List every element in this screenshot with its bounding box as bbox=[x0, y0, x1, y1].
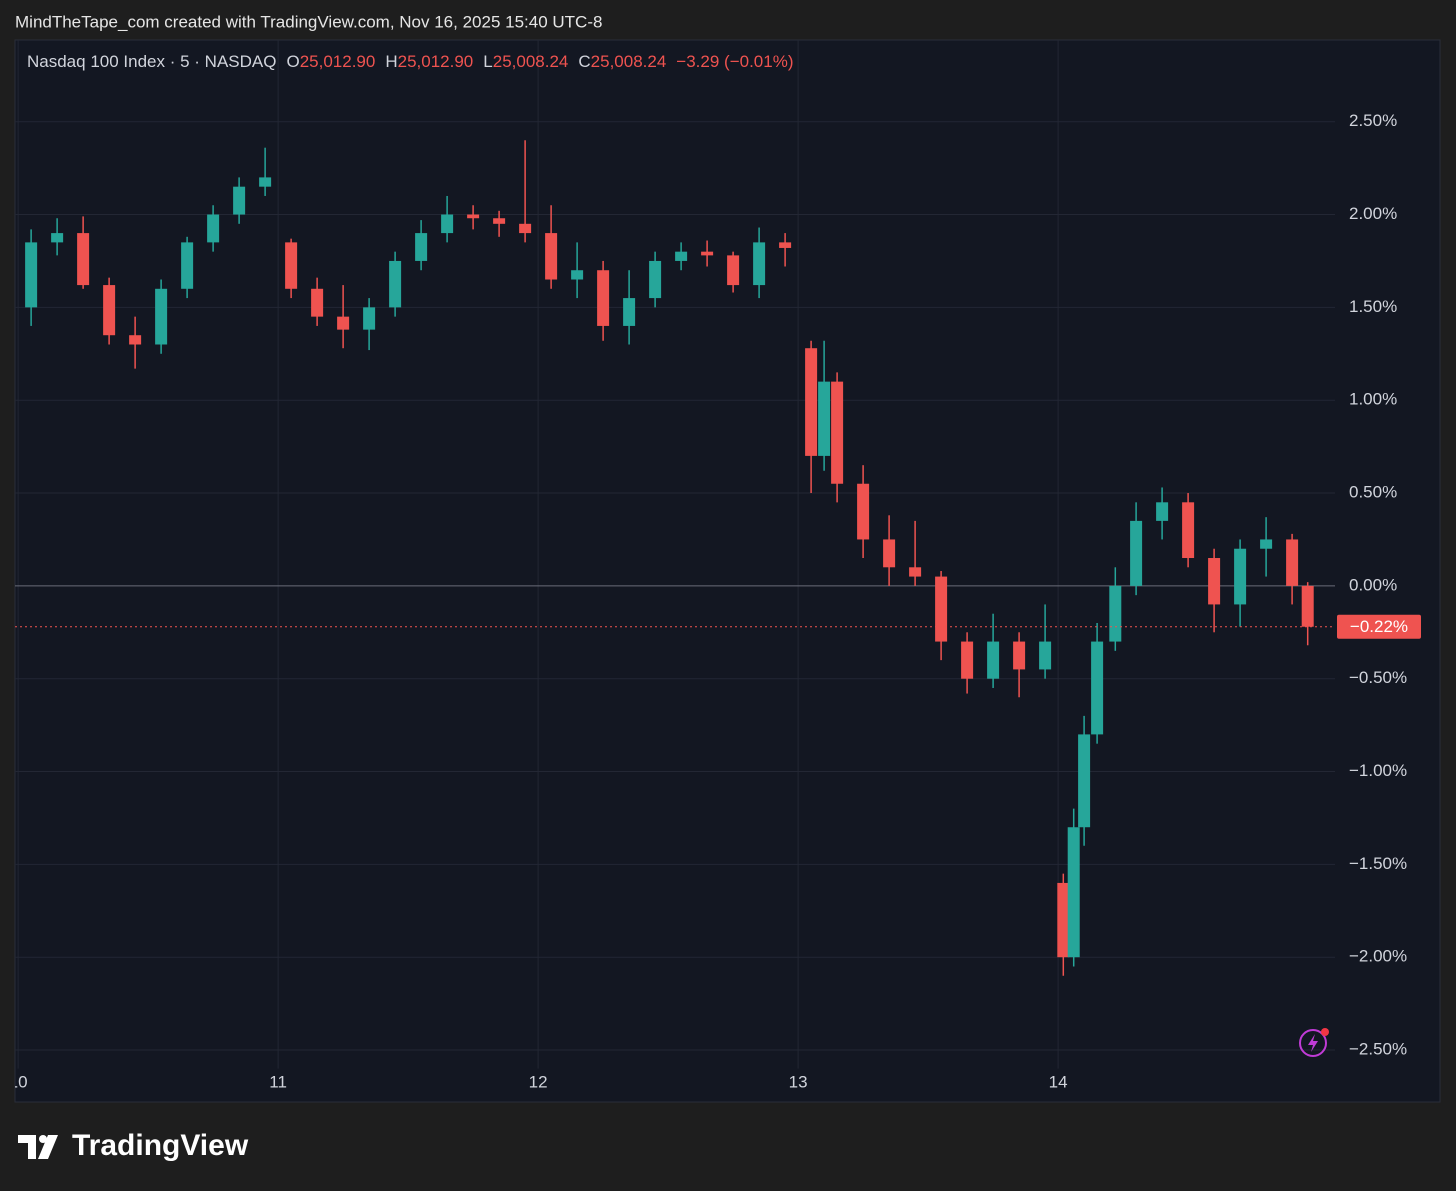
candle-body bbox=[493, 218, 506, 224]
x-tick-label: 10 bbox=[9, 1072, 28, 1091]
last-price-tag bbox=[1337, 614, 1421, 639]
candle-body bbox=[363, 307, 376, 330]
candle-body bbox=[935, 576, 948, 642]
y-tick-label: 1.00% bbox=[1349, 390, 1397, 409]
candle-body bbox=[207, 214, 220, 243]
legend-item: −3.29 (−0.01%) bbox=[676, 52, 793, 71]
candle-body bbox=[1260, 539, 1273, 549]
candle-body bbox=[1109, 585, 1122, 642]
candle-body bbox=[1182, 502, 1195, 559]
y-tick-label: −1.50% bbox=[1349, 854, 1407, 873]
footer-logo bbox=[18, 1135, 58, 1159]
candle-body bbox=[259, 177, 272, 187]
candle-body bbox=[727, 255, 740, 286]
legend-item: C bbox=[578, 52, 590, 71]
candle-body bbox=[1057, 882, 1070, 958]
candle-body bbox=[51, 233, 64, 243]
candle-body bbox=[818, 381, 831, 456]
candle-body bbox=[337, 316, 350, 330]
legend-item: H bbox=[385, 52, 397, 71]
candle-body bbox=[1301, 585, 1314, 627]
y-tick-label: 2.00% bbox=[1349, 204, 1397, 223]
header-text: MindTheTape_com created with TradingView… bbox=[15, 12, 602, 31]
lightning-icon bbox=[1299, 1028, 1329, 1057]
candle-body bbox=[103, 285, 116, 336]
candle-body bbox=[1130, 520, 1143, 586]
y-tick-label: 0.00% bbox=[1349, 575, 1397, 594]
candle-body bbox=[831, 381, 844, 484]
candle-body bbox=[883, 539, 896, 568]
candle-body bbox=[1208, 558, 1221, 605]
candle-body bbox=[311, 288, 324, 317]
candle-body bbox=[129, 335, 142, 345]
legend-item: 25,008.24 bbox=[591, 52, 667, 71]
legend-item: 25,012.90 bbox=[300, 52, 376, 71]
candle-body bbox=[857, 483, 870, 540]
y-tick-label: −0.50% bbox=[1349, 668, 1407, 687]
candle-body bbox=[233, 186, 246, 215]
candle-body bbox=[805, 348, 818, 456]
candle-body bbox=[389, 260, 402, 308]
legend-item: O bbox=[286, 52, 299, 71]
candle-body bbox=[1286, 539, 1299, 586]
legend-item: 25,008.24 bbox=[493, 52, 569, 71]
legend: Nasdaq 100 Index · 5 · NASDAQ O25,012.90 H… bbox=[27, 52, 794, 71]
candle-body bbox=[701, 251, 714, 256]
candle-body bbox=[597, 270, 610, 326]
candle-body bbox=[181, 242, 194, 289]
y-tick-label: −1.00% bbox=[1349, 761, 1407, 780]
chart-panel bbox=[14, 39, 1441, 1103]
legend-item: Nasdaq 100 Index · 5 · NASDAQ bbox=[27, 52, 276, 71]
candle-body bbox=[961, 641, 974, 679]
candle-body bbox=[779, 242, 792, 248]
y-tick-label: 0.50% bbox=[1349, 483, 1397, 502]
candle-body bbox=[467, 214, 480, 219]
candle-body bbox=[571, 270, 584, 280]
x-tick-label: 14 bbox=[1049, 1072, 1068, 1091]
footer-brand: TradingView bbox=[72, 1129, 249, 1162]
candle-body bbox=[1039, 641, 1052, 670]
plot: 10 11 12 13 14 bbox=[9, 40, 1335, 1091]
candle-body bbox=[1156, 502, 1169, 521]
x-tick-label: 13 bbox=[789, 1072, 808, 1091]
y-tick-label: 2.50% bbox=[1349, 111, 1397, 130]
candle-body bbox=[415, 233, 428, 261]
y-tick-label: −2.50% bbox=[1349, 1040, 1407, 1059]
candle-body bbox=[155, 288, 168, 345]
candle-body bbox=[1091, 641, 1104, 735]
candle-body bbox=[25, 242, 38, 308]
candle-body bbox=[909, 567, 922, 577]
candle-body bbox=[441, 214, 454, 234]
candle-body bbox=[987, 641, 1000, 679]
candle-body bbox=[285, 242, 298, 289]
candle-body bbox=[519, 223, 532, 234]
candle-body bbox=[77, 233, 90, 286]
legend-item: 25,012.90 bbox=[398, 52, 474, 71]
candle-body bbox=[623, 298, 636, 326]
y-tick-label: −2.00% bbox=[1349, 947, 1407, 966]
candle-body bbox=[1067, 827, 1080, 958]
candle-body bbox=[1078, 734, 1091, 828]
x-tick-label: 12 bbox=[529, 1072, 548, 1091]
x-tick-label: 11 bbox=[269, 1072, 287, 1091]
last-price-label: −0.22% bbox=[1350, 617, 1408, 636]
candle-body bbox=[675, 251, 688, 261]
candle-body bbox=[1013, 641, 1026, 670]
candle-body bbox=[649, 260, 662, 299]
legend-item: L bbox=[483, 52, 492, 71]
candle-body bbox=[753, 242, 766, 286]
y-tick-label: 1.50% bbox=[1349, 297, 1397, 316]
candle-body bbox=[1234, 548, 1247, 605]
candle-body bbox=[545, 233, 558, 280]
